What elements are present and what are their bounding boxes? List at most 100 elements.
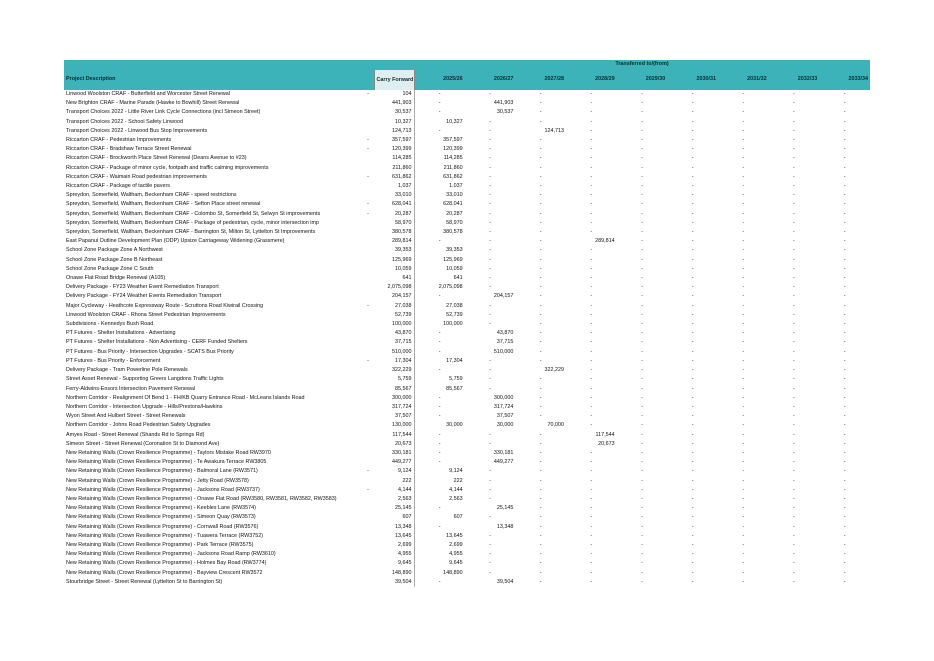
amount-cell: - (691, 532, 694, 539)
amount-cell: - (843, 100, 846, 107)
amount-cell: - (691, 229, 694, 236)
amount-cell: 27,038 (374, 301, 415, 311)
amount-cell: - (793, 302, 795, 309)
amount-cell: 33,010 (446, 192, 463, 199)
amount-cell: - (539, 293, 542, 300)
amount-cell: - (843, 422, 846, 429)
amount-cell: 222 (374, 476, 415, 486)
project-name: New Retaining Walls (Crown Resilience Pr… (66, 523, 259, 530)
amount-cell: - (590, 413, 593, 420)
project-name: East Papanui Outline Development Plan (O… (66, 238, 285, 245)
amount-cell: 357,597 (443, 137, 463, 144)
amount-cell: 85,567 (374, 384, 415, 394)
amount-cell: - (539, 164, 542, 171)
amount-cell: - (691, 127, 694, 134)
amount-cell: - (742, 127, 745, 134)
amount-cell: - (590, 569, 593, 576)
amount-cell: - (590, 367, 593, 374)
amount-cell: - (641, 459, 643, 466)
column-header: 2026/27 (464, 70, 516, 90)
amount-cell: - (742, 91, 745, 97)
amount-cell: - (843, 477, 846, 484)
amount-cell: 641 (374, 274, 415, 284)
amount-cell: - (742, 569, 745, 576)
project-name: Spreydon, Somerfield, Waltham, Beckenham… (66, 210, 321, 217)
amount-cell: - (742, 449, 745, 456)
amount-cell: - (539, 376, 542, 383)
project-name: New Retaining Walls (Crown Resilience Pr… (66, 514, 256, 521)
amount-cell: - (438, 127, 441, 134)
amount-cell: - (438, 523, 441, 530)
amount-cell: - (742, 541, 745, 548)
amount-cell: - (691, 551, 694, 558)
sign-cell (362, 274, 374, 283)
amount-cell: - (590, 330, 593, 337)
project-name: Spreydon, Somerfield, Waltham, Beckenham… (66, 201, 261, 208)
amount-cell: 9,124 (374, 467, 415, 477)
amount-cell: - (590, 486, 593, 493)
amount-cell: - (590, 459, 593, 466)
sign-cell (362, 394, 374, 403)
amount-cell: - (793, 459, 795, 466)
project-name: School Zone Package Zone A Northwest (66, 247, 163, 254)
amount-cell: - (843, 505, 846, 512)
amount-cell: - (843, 164, 846, 171)
amount-cell: - (793, 422, 795, 429)
amount-cell: - (691, 468, 694, 475)
sign-cell (362, 338, 374, 347)
column-header: 2027/28 (515, 70, 566, 90)
column-header: Carry Forward / Bring Back (373, 70, 415, 90)
amount-cell: - (641, 357, 643, 364)
amount-cell: - (489, 560, 491, 567)
amount-cell: - (691, 348, 694, 355)
amount-cell: 52,739 (446, 311, 463, 318)
amount-cell: - (793, 118, 795, 125)
header-row: Transferred to/(from) (64, 60, 871, 70)
amount-cell: - (843, 146, 846, 153)
amount-cell: 20,287 (446, 210, 463, 217)
amount-cell: - (793, 192, 795, 199)
amount-cell: - (742, 468, 745, 475)
project-name: Northern Corridor - Realignment Of Bend … (66, 394, 305, 401)
amount-cell: - (438, 238, 441, 245)
sign-cell (362, 182, 374, 191)
amount-cell: - (539, 321, 542, 328)
amount-cell: - (590, 293, 593, 300)
amount-cell: - (641, 293, 643, 300)
table-wrap: Transferred to/(from) Project Description… (64, 60, 871, 587)
amount-cell: 13,348 (374, 522, 415, 532)
amount-cell: - (489, 385, 491, 392)
project-name: Transport Choices 2022 - School Safety L… (66, 118, 183, 125)
amount-cell: - (843, 127, 846, 134)
table-row: Wyon Street And Hulbert Street - Street … (64, 412, 870, 422)
amount-cell: - (489, 321, 491, 328)
table-row: Spreydon, Somerfield, Waltham, Beckenham… (64, 191, 870, 201)
project-name: Linwood Woolston CRAF - Rhona Street Ped… (66, 311, 226, 318)
amount-cell: - (641, 118, 643, 125)
amount-cell: - (641, 348, 643, 355)
amount-cell: - (641, 551, 643, 558)
column-header: 2031/32 (717, 70, 769, 90)
amount-cell: - (742, 275, 745, 282)
amount-cell: - (691, 394, 694, 401)
amount-cell: - (691, 137, 694, 144)
table-row: New Retaining Walls (Crown Resilience Pr… (64, 568, 870, 578)
sign-cell (362, 523, 374, 532)
project-name: School Zone Package Zone C South (66, 265, 154, 272)
amount-cell: - (691, 321, 694, 328)
amount-cell: 39,504 (496, 578, 514, 585)
amount-cell: - (793, 109, 795, 116)
sign-cell (362, 458, 374, 467)
sign-cell: - (367, 137, 369, 144)
amount-cell: - (691, 311, 694, 318)
table-row: Riccarton CRAF - Waimairi Road pedestria… (64, 172, 870, 183)
amount-cell: - (438, 403, 441, 410)
amount-cell: 204,157 (374, 292, 415, 302)
amount-cell: 37,715 (496, 339, 514, 346)
column-header: 2032/33 (768, 70, 820, 90)
amount-cell: - (691, 293, 694, 300)
amount-cell: 317,724 (493, 403, 514, 410)
amount-cell: - (539, 238, 542, 245)
sign-cell (362, 320, 374, 329)
project-name: New Retaining Walls (Crown Resilience Pr… (66, 541, 254, 548)
